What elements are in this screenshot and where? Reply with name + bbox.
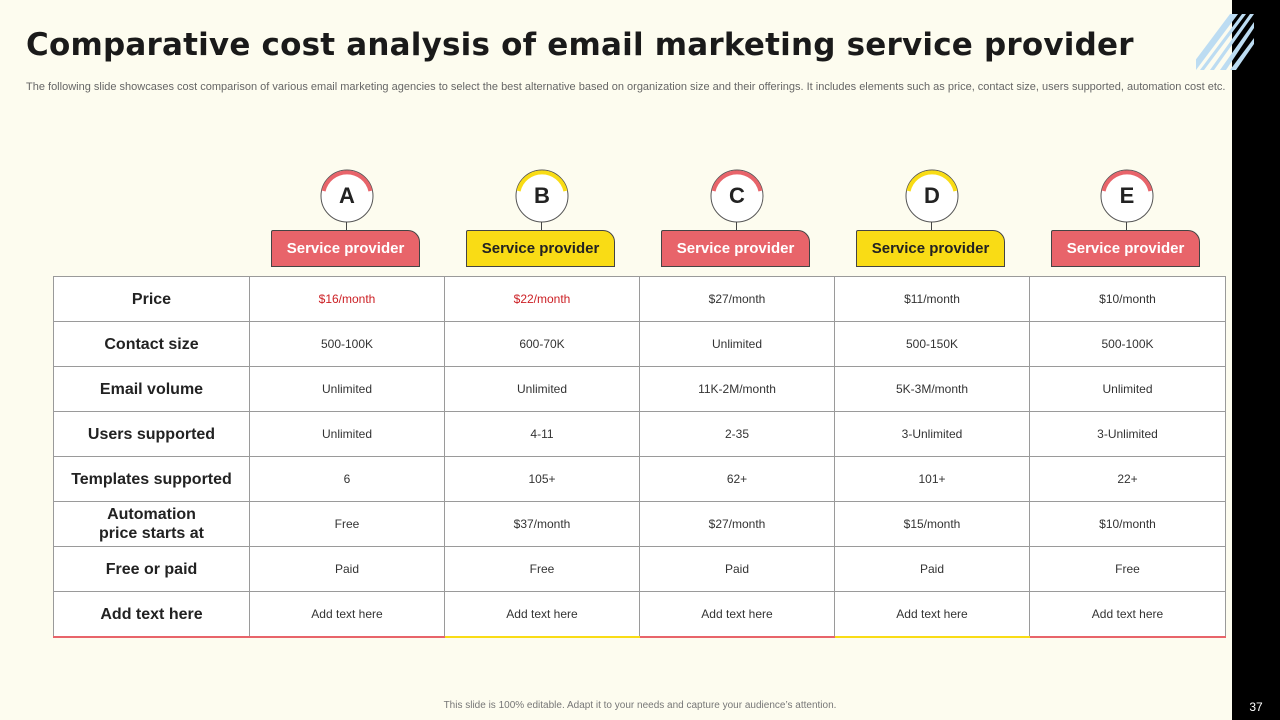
row-label-automation-price: Automation price starts at [53, 501, 250, 547]
table-cell: 500-100K [1029, 321, 1226, 367]
table-cell: Add text here [639, 591, 835, 638]
table-cell: $37/month [444, 501, 640, 547]
table-cell: Add text here [1029, 591, 1226, 638]
provider-badge-circle [905, 169, 959, 223]
table-cell: 3-Unlimited [1029, 411, 1226, 457]
row-label-free-or-paid: Free or paid [53, 546, 250, 592]
provider-badge-circle [515, 169, 569, 223]
table-cell: Unlimited [249, 411, 445, 457]
table-row: Price $16/month $22/month $27/month $11/… [53, 276, 1226, 322]
row-label-contact-size: Contact size [53, 321, 250, 367]
provider-badge-circle [320, 169, 374, 223]
table-cell: 6 [249, 456, 445, 502]
table-cell: 5K-3M/month [834, 366, 1030, 412]
table-cell: Paid [639, 546, 835, 592]
table-row: Add text here Add text here Add text her… [53, 591, 1226, 638]
table-row: Templates supported 6 105+ 62+ 101+ 22+ [53, 456, 1226, 502]
table-cell: Unlimited [639, 321, 835, 367]
connector-line [736, 222, 737, 232]
table-row: Users supported Unlimited 4-11 2-35 3-Un… [53, 411, 1226, 457]
table-cell: 2-35 [639, 411, 835, 457]
comparison-table: Price $16/month $22/month $27/month $11/… [53, 276, 1226, 638]
table-cell: $27/month [639, 276, 835, 322]
service-provider-label: Service provider [661, 230, 810, 267]
provider-header-c: C Service provider [639, 166, 834, 270]
connector-line [1126, 222, 1127, 232]
table-row: Contact size 500-100K 600-70K Unlimited … [53, 321, 1226, 367]
table-cell: $11/month [834, 276, 1030, 322]
provider-letter: D [924, 183, 940, 208]
row-label-templates-supported: Templates supported [53, 456, 250, 502]
table-cell: 600-70K [444, 321, 640, 367]
table-cell: Free [444, 546, 640, 592]
footer-note: This slide is 100% editable. Adapt it to… [443, 700, 837, 711]
table-cell: 101+ [834, 456, 1030, 502]
table-cell: $16/month [249, 276, 445, 322]
table-cell: $10/month [1029, 276, 1226, 322]
table-cell: 105+ [444, 456, 640, 502]
provider-letter: C [729, 183, 745, 208]
service-provider-label: Service provider [466, 230, 615, 267]
page-title: Comparative cost analysis of email marke… [26, 27, 1134, 63]
table-cell: Add text here [444, 591, 640, 638]
table-row: Email volume Unlimited Unlimited 11K-2M/… [53, 366, 1226, 412]
provider-letter: B [534, 183, 550, 208]
table-cell: $15/month [834, 501, 1030, 547]
table-cell: Paid [249, 546, 445, 592]
diagonal-stripes-icon [1196, 14, 1254, 70]
table-cell: Free [1029, 546, 1226, 592]
table-row: Automation price starts at Free $37/mont… [53, 501, 1226, 547]
service-provider-label: Service provider [856, 230, 1005, 267]
table-cell: $10/month [1029, 501, 1226, 547]
provider-letter: A [339, 183, 355, 208]
row-label-add-text: Add text here [53, 591, 250, 638]
table-cell: 3-Unlimited [834, 411, 1030, 457]
table-cell: Free [249, 501, 445, 547]
table-cell: $22/month [444, 276, 640, 322]
table-cell: Add text here [249, 591, 445, 638]
provider-header-e: E Service provider [1029, 166, 1224, 270]
table-cell: Unlimited [249, 366, 445, 412]
table-cell: Paid [834, 546, 1030, 592]
table-cell: 4-11 [444, 411, 640, 457]
provider-letter: E [1119, 183, 1135, 208]
connector-line [931, 222, 932, 232]
provider-badge-circle [1100, 169, 1154, 223]
table-cell: 500-100K [249, 321, 445, 367]
provider-header-a: A Service provider [249, 166, 444, 270]
page-number: 37 [1249, 700, 1263, 714]
table-row: Free or paid Paid Free Paid Paid Free [53, 546, 1226, 592]
service-provider-label: Service provider [1051, 230, 1200, 267]
provider-header-b: B Service provider [444, 166, 639, 270]
right-sidebar-bar [1232, 0, 1280, 720]
table-cell: Add text here [834, 591, 1030, 638]
table-cell: 22+ [1029, 456, 1226, 502]
table-cell: 11K-2M/month [639, 366, 835, 412]
connector-line [346, 222, 347, 232]
table-cell: 500-150K [834, 321, 1030, 367]
table-cell: Unlimited [444, 366, 640, 412]
connector-line [541, 222, 542, 232]
service-provider-label: Service provider [271, 230, 420, 267]
provider-header-d: D Service provider [834, 166, 1029, 270]
page-subtitle: The following slide showcases cost compa… [26, 81, 1226, 93]
row-label-email-volume: Email volume [53, 366, 250, 412]
row-label-price: Price [53, 276, 250, 322]
provider-badge-circle [710, 169, 764, 223]
table-cell: 62+ [639, 456, 835, 502]
table-cell: Unlimited [1029, 366, 1226, 412]
table-cell: $27/month [639, 501, 835, 547]
row-label-users-supported: Users supported [53, 411, 250, 457]
